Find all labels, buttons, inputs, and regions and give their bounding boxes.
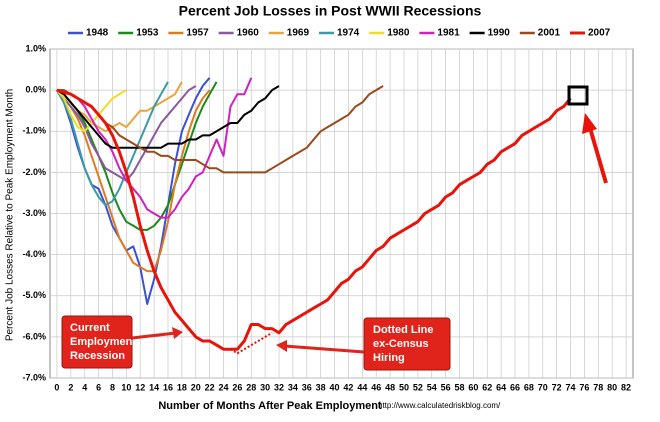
- legend-label: 1990: [488, 28, 511, 39]
- x-tick-label: 6: [96, 382, 101, 392]
- highlight-arrow: [588, 127, 608, 184]
- x-tick-label: 64: [496, 382, 506, 392]
- legend-label: 2007: [588, 28, 611, 39]
- y-tick-label: -7.0%: [22, 372, 46, 382]
- x-tick-label: 20: [191, 382, 201, 392]
- y-tick-label: -5.0%: [22, 290, 46, 300]
- chart-title: Percent Job Losses in Post WWII Recessio…: [179, 3, 482, 19]
- y-tick-label: 1.0%: [25, 43, 46, 53]
- x-tick-label: 26: [232, 382, 242, 392]
- x-tick-label: 30: [260, 382, 270, 392]
- x-tick-label: 14: [149, 382, 159, 392]
- legend-label: 1953: [136, 28, 159, 39]
- legend-label: 1980: [387, 28, 410, 39]
- x-tick-label: 60: [468, 382, 478, 392]
- series-line: [56, 89, 127, 133]
- legend-label: 1981: [437, 28, 460, 39]
- x-tick-label: 24: [219, 382, 229, 392]
- x-tick-label: 2: [68, 382, 73, 392]
- plot-lines: [56, 77, 572, 355]
- legend-label: 1960: [237, 28, 260, 39]
- annotation-box: [363, 317, 451, 371]
- annotations: Current Employment Recession Dotted Line…: [61, 85, 608, 371]
- x-tick-label: 16: [163, 382, 173, 392]
- x-tick-label: 66: [510, 382, 520, 392]
- series-line: [56, 85, 384, 174]
- x-tick-label: 72: [552, 382, 562, 392]
- annotation-box: [61, 315, 133, 369]
- x-tick-label: 32: [274, 382, 284, 392]
- highlight-arrowhead: [582, 113, 597, 134]
- x-tick-label: 80: [607, 382, 617, 392]
- x-tick-label: 70: [538, 382, 548, 392]
- annotation-text: ex-Census: [373, 338, 429, 350]
- legend-label: 1969: [287, 28, 310, 39]
- x-tick-label: 40: [330, 382, 340, 392]
- annotation-arrowhead: [276, 340, 287, 352]
- x-tick-label: 34: [288, 382, 298, 392]
- y-tick-label: -6.0%: [22, 331, 46, 341]
- annotation-text: Hiring: [373, 352, 405, 364]
- x-tick-label: 0: [54, 382, 59, 392]
- highlight-box: [567, 85, 589, 106]
- x-tick-label: 8: [110, 382, 115, 392]
- series-line: [56, 77, 253, 219]
- x-tick-label: 52: [413, 382, 423, 392]
- legend-label: 1948: [86, 28, 109, 39]
- series-line: [229, 331, 273, 355]
- x-tick-label: 22: [205, 382, 215, 392]
- annotation-text: Recession: [70, 350, 125, 362]
- series-line: [56, 85, 280, 149]
- x-tick-label: 28: [246, 382, 256, 392]
- x-axis-title: Number of Months After Peak Employment: [158, 400, 382, 412]
- y-tick-label: -4.0%: [22, 249, 46, 259]
- x-tick-label: 56: [441, 382, 451, 392]
- y-axis-title: Percent Job Losses Relative to Peak Empl…: [5, 89, 16, 341]
- annotation-arrowhead: [172, 327, 183, 339]
- x-tick-label: 36: [302, 382, 312, 392]
- x-tick-label: 44: [357, 382, 367, 392]
- annotation-text: Dotted Line: [373, 324, 434, 336]
- annotation-text: Employment: [70, 336, 136, 348]
- y-tick-label: -3.0%: [22, 208, 46, 218]
- x-tick-label: 58: [454, 382, 464, 392]
- x-tick-label: 54: [427, 382, 437, 392]
- x-tick-label: 78: [593, 382, 603, 392]
- x-tick-label: 4: [82, 382, 87, 392]
- y-tick-label: -2.0%: [22, 167, 46, 177]
- x-tick-label: 68: [524, 382, 534, 392]
- x-tick-label: 46: [371, 382, 381, 392]
- x-tick-label: 18: [177, 382, 187, 392]
- annotation-text: Current: [70, 322, 110, 334]
- series-line: [56, 81, 169, 207]
- x-tick-label: 74: [566, 382, 576, 392]
- y-tick-label: 0.0%: [25, 85, 46, 95]
- legend-label: 1974: [337, 28, 360, 39]
- annotation-arrow: [131, 331, 177, 340]
- x-tick-label: 62: [482, 382, 492, 392]
- x-tick-label: 38: [316, 382, 326, 392]
- x-tick-label: 42: [343, 382, 353, 392]
- y-tick-label: -1.0%: [22, 126, 46, 136]
- x-tick-label: 50: [399, 382, 409, 392]
- annotation-arrow: [283, 344, 365, 354]
- legend: 1948 1953 1957 1960 1969 1974 1980 1981 1990 2001…: [68, 28, 611, 39]
- legend-label: 2001: [538, 28, 561, 39]
- x-tick-label: 82: [621, 382, 631, 392]
- x-tick-label: 10: [121, 382, 131, 392]
- x-tick-label: 76: [579, 382, 589, 392]
- x-tick-label: 12: [135, 382, 145, 392]
- source: http://www.calculatedriskblog.com/: [378, 401, 501, 410]
- series-line: [56, 88, 572, 351]
- legend-label: 1957: [186, 28, 209, 39]
- x-tick-label: 48: [385, 382, 395, 392]
